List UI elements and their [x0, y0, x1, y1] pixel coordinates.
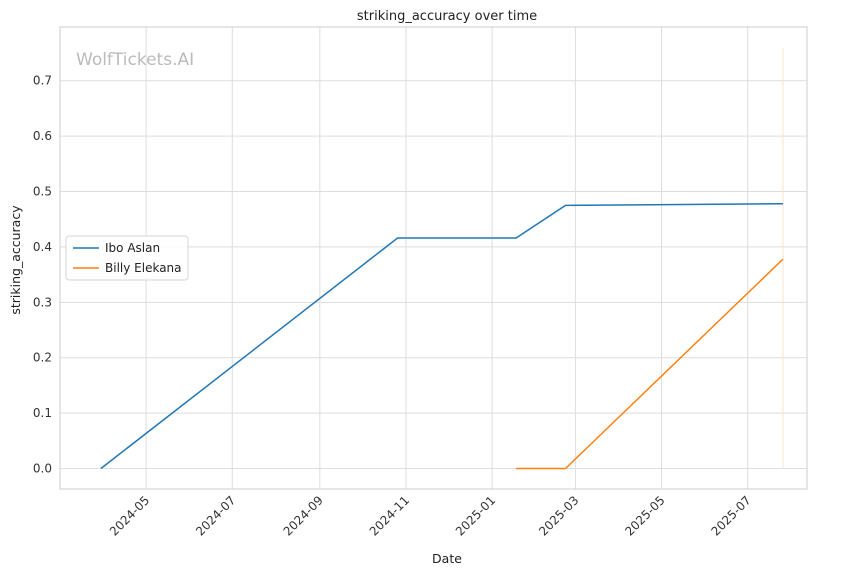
series-line-ibo-aslan — [100, 202, 783, 470]
legend-box — [65, 235, 189, 281]
x-tick-label: 2024-09 — [281, 493, 326, 538]
y-tick-label: 0.5 — [33, 185, 52, 199]
y-tick-label: 0.7 — [33, 74, 52, 88]
x-tick-labels: 2024-05 2024-07 2024-09 2024-11 2025-01 2025-… — [107, 493, 754, 538]
x-tick-label: 2025-03 — [536, 493, 581, 538]
legend-label-ibo-aslan: Ibo Aslan — [105, 241, 160, 255]
x-tick-label: 2024-07 — [193, 493, 238, 538]
y-tick-label: 0.2 — [33, 351, 52, 365]
y-tick-labels: 0.0 0.1 0.2 0.3 0.4 0.5 0.6 0.7 — [33, 74, 52, 476]
grid-lines — [60, 27, 807, 489]
x-tick-label: 2025-05 — [622, 493, 667, 538]
y-tick-label: 0.3 — [33, 295, 52, 309]
plot-frame — [59, 26, 808, 490]
y-tick-label: 0.4 — [33, 240, 52, 254]
x-tick-label: 2024-11 — [367, 493, 412, 538]
series-layer — [100, 202, 784, 470]
chart-title: striking_accuracy over time — [357, 9, 537, 24]
watermark: WolfTickets.AI — [76, 50, 194, 70]
y-tick-label: 0.6 — [33, 129, 52, 143]
x-tick-label: 2025-01 — [453, 493, 498, 538]
x-tick-label: 2025-07 — [708, 493, 753, 538]
x-tick-label: 2024-05 — [107, 493, 152, 538]
y-tick-label: 0.1 — [33, 406, 52, 420]
legend: Ibo Aslan Billy Elekana — [65, 235, 189, 281]
legend-label-billy-elekana: Billy Elekana — [105, 261, 182, 275]
series-line-billy-elekana — [516, 258, 784, 470]
y-axis-title: striking_accuracy — [8, 205, 23, 315]
y-tick-label: 0.0 — [33, 462, 52, 476]
x-axis-title: Date — [432, 551, 462, 566]
